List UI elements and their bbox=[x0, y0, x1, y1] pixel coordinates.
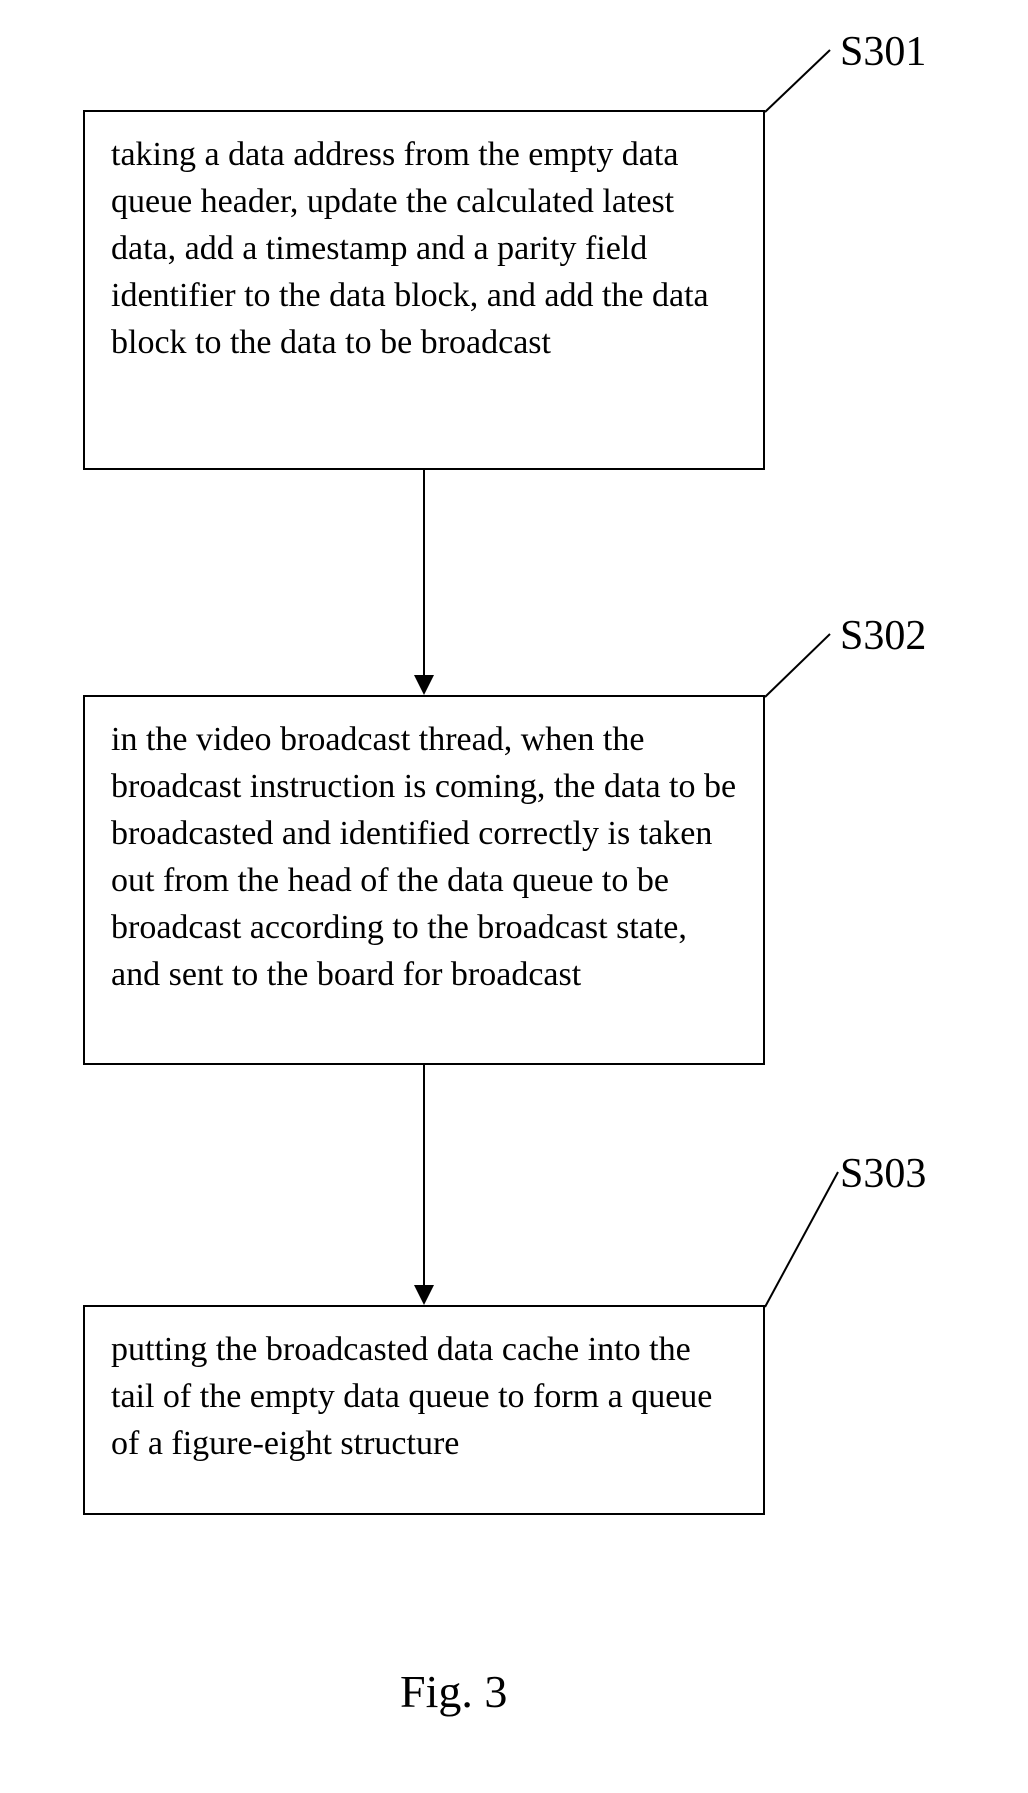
figure-caption: Fig. 3 bbox=[400, 1665, 507, 1718]
leader-line-s303 bbox=[0, 0, 1028, 1793]
